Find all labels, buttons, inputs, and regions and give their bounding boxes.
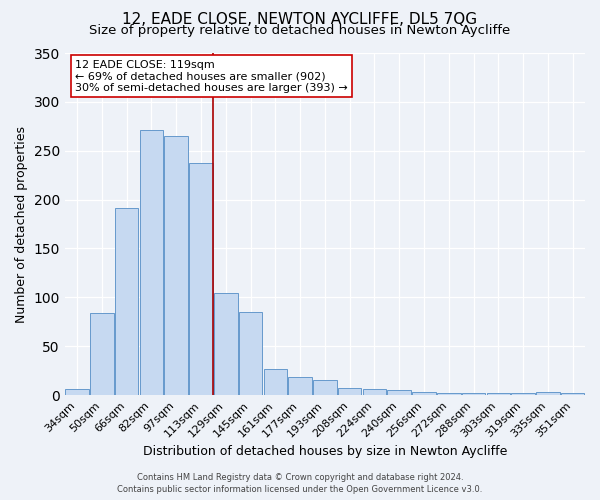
Bar — [338, 388, 361, 395]
Text: Contains HM Land Registry data © Crown copyright and database right 2024.
Contai: Contains HM Land Registry data © Crown c… — [118, 472, 482, 494]
Bar — [536, 392, 560, 395]
Bar — [214, 294, 238, 395]
Bar — [362, 389, 386, 395]
Bar — [289, 376, 312, 395]
Bar — [313, 380, 337, 395]
Bar — [164, 136, 188, 395]
Bar — [239, 312, 262, 395]
X-axis label: Distribution of detached houses by size in Newton Aycliffe: Distribution of detached houses by size … — [143, 444, 507, 458]
Bar — [115, 208, 139, 395]
Bar — [189, 164, 213, 395]
Bar — [462, 393, 485, 395]
Bar — [511, 393, 535, 395]
Text: Size of property relative to detached houses in Newton Aycliffe: Size of property relative to detached ho… — [89, 24, 511, 37]
Bar — [561, 393, 584, 395]
Text: 12 EADE CLOSE: 119sqm
← 69% of detached houses are smaller (902)
30% of semi-det: 12 EADE CLOSE: 119sqm ← 69% of detached … — [75, 60, 348, 93]
Bar — [140, 130, 163, 395]
Bar — [263, 368, 287, 395]
Text: 12, EADE CLOSE, NEWTON AYCLIFFE, DL5 7QG: 12, EADE CLOSE, NEWTON AYCLIFFE, DL5 7QG — [122, 12, 478, 28]
Bar — [487, 393, 510, 395]
Bar — [388, 390, 411, 395]
Y-axis label: Number of detached properties: Number of detached properties — [15, 126, 28, 322]
Bar — [90, 313, 114, 395]
Bar — [437, 393, 461, 395]
Bar — [65, 389, 89, 395]
Bar — [412, 392, 436, 395]
